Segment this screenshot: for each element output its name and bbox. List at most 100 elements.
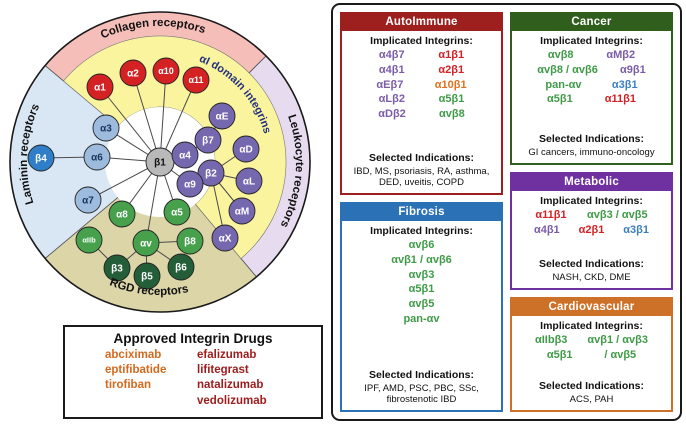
integrin-entry: α5β1 [547,93,573,106]
drug-name: eptifibatide [105,364,167,377]
integrin-node-b6: β6 [167,253,195,281]
integrin-node-label-a7: α7 [82,196,94,207]
integrin-entry: αvβ1 / αvβ3 [587,334,648,346]
implicated-integrins-label: Implicated Integrins: [370,225,473,237]
integrin-entry: α2β1 [438,63,465,76]
integrin-list: αvβ6 αvβ1 / αvβ6 αvβ3 α5β1 αvβ5 pan-αv [345,239,498,327]
indications-text: ACS, PAH [569,394,614,406]
integrin-node-label-aE: αE [216,112,229,123]
integrin-node-a5: α5 [163,198,191,226]
edge-b1-a11 [159,79,197,163]
panel-title-autoimmune: AutoImmune [342,14,501,31]
integrin-row: αvβ6 [345,239,498,253]
integrin-list: α4β7 α1β1 α4β1 α2β1 αEβ7 α10β1 αLβ2 α5β1 αDβ2 αvβ… [345,49,498,122]
panel-title-cardiovascular: Cardiovascular [512,299,671,316]
approved-drugs-box: Approved Integrin Drugs abciximab eptifib… [63,325,323,419]
indications-text: IBD, MS, psoriasis, RA, asthma, DED, uve… [353,165,490,189]
integrin-node-a10: α10 [152,57,180,85]
integrin-entry: α4β1 [533,223,560,236]
integrin-row: α4β1 α2β1 [345,64,498,78]
integrin-node-label-aIIb: αIIb [82,236,96,245]
integrin-node-label-b2: β2 [205,169,217,180]
integrin-node-label-b7: β7 [202,136,214,147]
integrin-entry: αIIbβ3 [534,334,568,346]
drug-name: abciximab [105,349,162,361]
integrin-entry: pan-αv [403,312,440,325]
integrin-row: αIIbβ3 αvβ1 / αvβ3 [515,334,668,348]
integrin-entry: α1β1 [438,49,465,61]
drug-name: vedolizumab [197,394,267,407]
integrin-node-b3: β3 [103,254,131,282]
integrin-node-label-aV: αv [140,239,152,250]
integrin-node-label-a1: α1 [94,83,106,94]
integrin-entry: α11β1 [535,209,567,221]
integrin-node-aM: αM [228,197,256,225]
integrin-node-label-b4: β4 [35,154,47,165]
selected-indications-label: Selected Indications: [538,133,645,146]
integrin-row: αvβ1 / αvβ6 [345,254,498,268]
integrin-node-aE: αE [208,102,236,130]
integrin-node-label-b1: β1 [154,158,166,169]
integrin-entry: α10β1 [434,78,467,91]
integrin-node-aV: αv [132,229,160,257]
integrin-node-label-b5: β5 [141,272,153,283]
integrin-node-b8: β8 [176,227,204,255]
integrin-node-a9: α9 [176,170,204,198]
integrin-entry: α5β1 [408,283,435,296]
panel-title-fibrosis: Fibrosis [342,204,501,221]
integrin-entry: α5β1 [546,348,573,361]
integrin-entry: αvβ8 [547,49,574,61]
indications-text: NASH, CKD, DME [552,272,631,284]
integrin-family-diagram: β1 α1 α2 α10 α11 αE αD αL αM αX β7 β2 α4 α9 α3 α6 α7 β4 α8… [9,11,311,313]
implicated-integrins-label: Implicated Integrins: [540,35,643,47]
integrin-row: αvβ8 / αvβ6 α9β1 [515,64,668,78]
indications-text: IPF, AMD, PSC, PBC, SSc, fibrostenotic I… [364,382,479,406]
integrin-row: αEβ7 α10β1 [345,79,498,93]
integrin-node-label-a10: α10 [158,66,174,76]
integrin-row: αvβ8 αMβ2 [515,49,668,63]
integrin-row: αvβ3 [345,269,498,283]
integrin-node-label-aD: αD [239,145,252,156]
integrin-node-label-a3: α3 [100,124,112,135]
integrin-row: αvβ5 [345,298,498,312]
panel-column-left: AutoImmune Implicated Integrins: α4β7 α1β1 α… [340,12,503,412]
disease-panels: AutoImmune Implicated Integrins: α4β7 α1β1 α… [331,3,682,421]
drug-name: tirofiban [105,379,151,392]
integrin-row: αDβ2 αvβ8 [345,108,498,122]
integrin-node-b4: β4 [27,144,55,172]
integrin-entry: αLβ2 [378,93,405,106]
integrin-node-label-b3: β3 [111,264,123,275]
integrin-node-label-a6: α6 [91,153,103,164]
integrin-node-label-aL: αL [243,177,255,188]
implicated-integrins-label: Implicated Integrins: [370,35,473,47]
integrin-entry: αvβ3 [408,268,435,281]
selected-indications-label: Selected Indications: [368,368,475,381]
integrin-entry: αvβ8 / αvβ6 [537,63,598,76]
drug-name: natalizumab [197,379,264,392]
integrin-node-a3: α3 [92,114,120,142]
integrin-row: α5β1 [345,283,498,297]
integrin-node-b1: β1 [145,147,175,177]
integrin-node-a11: α11 [182,66,210,94]
integrin-entry: α4β1 [378,63,405,76]
integrin-node-aIIb: αIIb [75,226,103,254]
integrin-node-label-a5: α5 [171,208,183,219]
panel-fibrosis: Fibrosis Implicated Integrins: αvβ6 αvβ1 / … [340,202,503,412]
integrin-list: αvβ8 αMβ2 αvβ8 / αvβ6 α9β1 pan-αv α3β1 α5β1 α11… [515,49,668,107]
panel-title-cancer: Cancer [512,14,671,31]
integrin-row: αLβ2 α5β1 [345,93,498,107]
selected-indications-label: Selected Indications: [368,151,475,164]
integrin-node-label-b6: β6 [175,263,187,274]
integrin-node-label-a8: α8 [116,210,128,221]
integrin-node-label-b8: β8 [184,237,196,248]
integrin-node-aL: αL [235,167,263,195]
integrin-entry: α3β1 [611,78,638,91]
panel-autoimmune: AutoImmune Implicated Integrins: α4β7 α1β1 α… [340,12,503,195]
implicated-integrins-label: Implicated Integrins: [540,320,643,332]
integrin-node-label-a9: α9 [184,180,196,191]
integrin-row: α11β1 αvβ3 / αvβ5 [515,209,668,223]
integrin-node-aX: αX [211,224,239,252]
integrin-row: pan-αv [345,313,498,327]
integrin-node-label-aM: αM [235,207,249,218]
integrin-entry: αEβ7 [376,78,404,91]
